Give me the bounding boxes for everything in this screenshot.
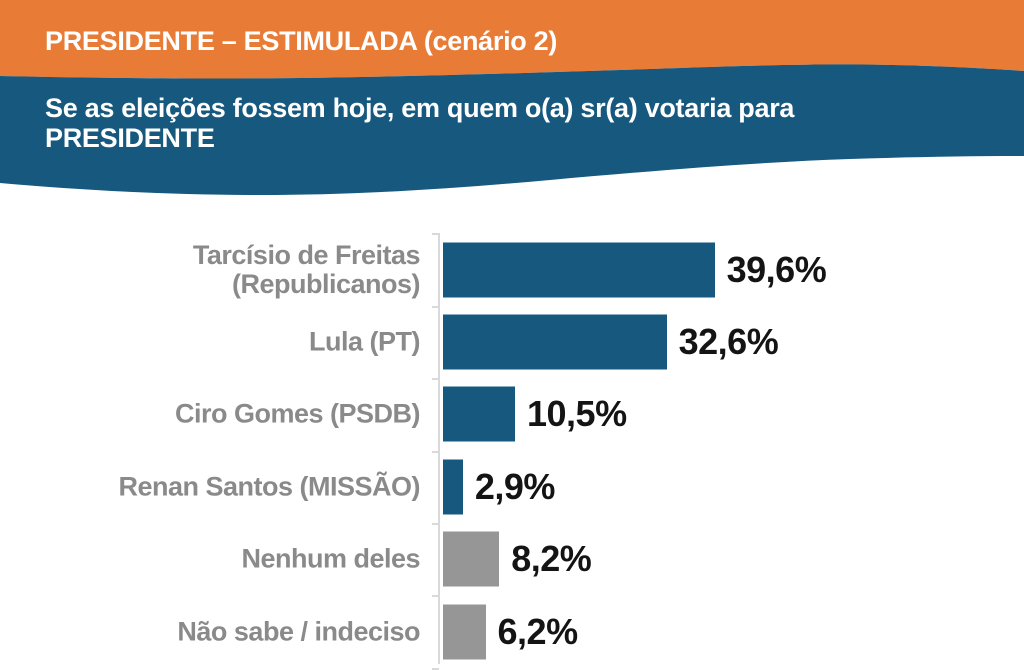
axis-tick xyxy=(432,667,439,670)
survey-question-line1: Se as eleições fossem hoje, em quem o(a)… xyxy=(45,93,795,123)
value-label: 10,5% xyxy=(527,393,627,435)
bar xyxy=(443,531,500,587)
survey-question-line2: PRESIDENTE xyxy=(45,123,215,154)
axis-tick xyxy=(432,378,439,381)
value-label: 8,2% xyxy=(511,538,592,580)
axis-tick xyxy=(432,450,439,453)
bar xyxy=(443,242,715,297)
orange-band-shape xyxy=(0,0,1024,79)
category-label: Ciro Gomes (PSDB) xyxy=(174,398,421,429)
bar xyxy=(443,459,463,515)
value-label: 6,2% xyxy=(497,610,579,652)
value-label: 2,9% xyxy=(474,465,556,507)
bar xyxy=(443,386,516,442)
value-label: 32,6% xyxy=(678,320,779,362)
axis-tick xyxy=(432,233,439,236)
bar xyxy=(443,314,667,370)
category-label: Nenhum deles xyxy=(241,543,420,574)
axis-tick xyxy=(432,595,439,598)
header-wave-graphic xyxy=(0,0,1024,196)
blue-band-shape xyxy=(0,64,1024,196)
category-label: Não sabe / indeciso xyxy=(177,615,420,646)
survey-question-title: Se as eleições fossem hoje, em quem o(a)… xyxy=(45,93,985,153)
axis-tick xyxy=(432,305,439,308)
category-axis-line xyxy=(438,233,440,664)
category-label: Tarcísio de Freitas (Republicanos) xyxy=(192,239,421,299)
value-label: 39,6% xyxy=(726,248,827,290)
category-label: Renan Santos (MISSÃO) xyxy=(118,471,420,502)
slide-kicker-title: PRESIDENTE – ESTIMULADA (cenário 2) xyxy=(45,26,558,56)
category-label: Lula (PT) xyxy=(309,326,421,357)
bar xyxy=(443,604,486,659)
axis-tick xyxy=(432,522,439,525)
